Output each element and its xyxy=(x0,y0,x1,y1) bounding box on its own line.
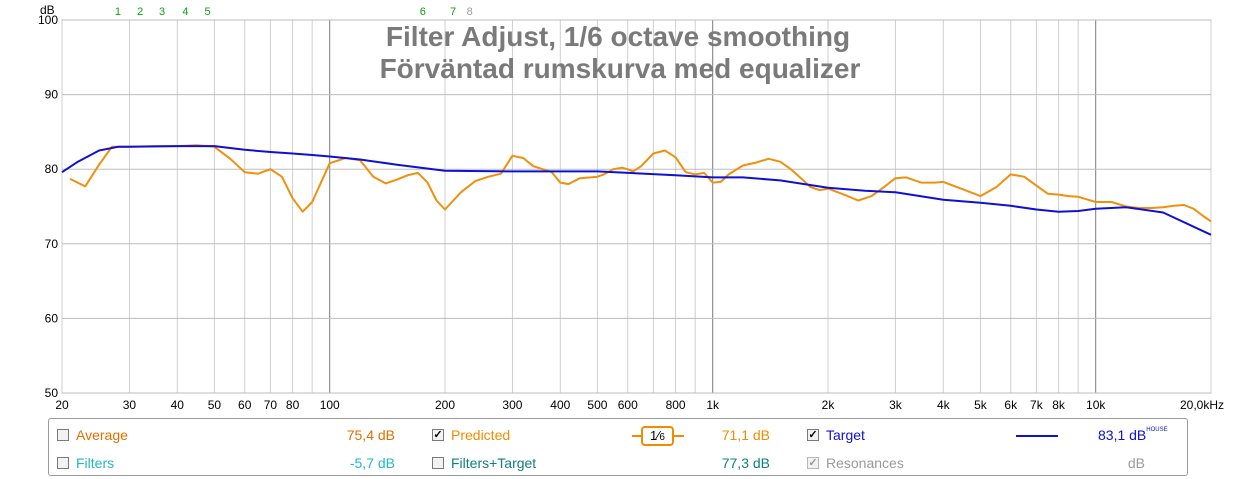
predicted-line-swatch-left xyxy=(632,435,642,437)
predicted-checkbox[interactable] xyxy=(432,429,444,441)
target-line-swatch xyxy=(1016,435,1058,437)
filter-marker-label: 2 xyxy=(137,6,143,18)
average-label[interactable]: Average xyxy=(76,427,128,443)
x-tick-label: 3k xyxy=(889,398,903,412)
filter-marker-label: 8 xyxy=(467,6,473,18)
x-tick-label: 50 xyxy=(208,398,222,412)
x-tick-label: 600 xyxy=(618,398,638,412)
x-tick-label: 300 xyxy=(502,398,522,412)
average-value: 75,4 dB xyxy=(346,427,395,443)
grid-lines xyxy=(61,19,1212,394)
y-axis-ticks: 100 90 80 70 60 50 xyxy=(38,13,58,400)
chart-subtitle: Förväntad rumskurva med equalizer xyxy=(380,53,861,84)
y-tick-label: 60 xyxy=(45,311,59,325)
predicted-label[interactable]: Predicted xyxy=(451,427,511,443)
resonances-label: Resonances xyxy=(826,455,904,471)
y-tick-label: 70 xyxy=(45,237,59,251)
x-tick-label: 60 xyxy=(238,398,252,412)
x-tick-label: 200 xyxy=(435,398,455,412)
resonances-checkbox xyxy=(807,457,819,469)
filter-marker-label: 6 xyxy=(420,6,426,18)
x-tick-label: 100 xyxy=(320,398,340,412)
x-tick-label: 500 xyxy=(587,398,607,412)
x-tick-label: 4k xyxy=(937,398,951,412)
series-line-predicted xyxy=(69,144,1212,223)
target-value-house: HOUSE xyxy=(1146,427,1168,433)
average-checkbox[interactable] xyxy=(57,429,69,441)
y-tick-label: 50 xyxy=(45,386,59,400)
x-tick-label: 5k xyxy=(974,398,988,412)
smoothing-denominator: 6 xyxy=(659,432,665,443)
filters-target-value: 77,3 dB xyxy=(721,455,770,471)
x-axis-ticks: 20 30 40 50 60 70 80 100 200 300 400 500 600 800 1k 2k 3… xyxy=(55,398,1224,412)
x-tick-label: 800 xyxy=(666,398,686,412)
x-tick-label: 20,0kHz xyxy=(1180,398,1224,412)
predicted-line-swatch-right xyxy=(674,435,684,437)
target-checkbox[interactable] xyxy=(807,429,819,441)
series-line-target xyxy=(61,145,1212,236)
x-tick-label: 6k xyxy=(1004,398,1018,412)
filter-marker-label: 7 xyxy=(450,6,456,18)
x-tick-label: 7k xyxy=(1030,398,1044,412)
x-tick-label: 80 xyxy=(286,398,300,412)
legend-panel: Average 75,4 dB Predicted 1⁄6 71,1 dB Ta… xyxy=(48,418,1188,476)
x-tick-label: 8k xyxy=(1052,398,1066,412)
target-value: 83,1 dBHOUSE xyxy=(1098,427,1168,443)
filter-marker-label: 5 xyxy=(205,6,211,18)
filters-label[interactable]: Filters xyxy=(76,455,115,471)
frequency-response-chart: 100 90 80 70 60 50 20 30 40 50 60 70 80 100 200 300 400… xyxy=(38,3,1224,412)
x-tick-label: 400 xyxy=(550,398,570,412)
smoothing-selector[interactable]: 1⁄6 xyxy=(641,426,674,446)
series-lines xyxy=(61,144,1212,236)
y-tick-label: 90 xyxy=(45,88,59,102)
target-label[interactable]: Target xyxy=(826,427,865,443)
smoothing-numerator: 1 xyxy=(650,428,658,443)
x-tick-label: 2k xyxy=(822,398,836,412)
x-tick-label: 10k xyxy=(1086,398,1106,412)
x-tick-label: 40 xyxy=(171,398,185,412)
resonances-value: dB xyxy=(1127,455,1145,471)
x-tick-label: 30 xyxy=(123,398,137,412)
filters-value: -5,7 dB xyxy=(349,455,395,471)
x-tick-label: 70 xyxy=(264,398,278,412)
filters-checkbox[interactable] xyxy=(57,457,69,469)
y-tick-label: 100 xyxy=(38,13,58,27)
x-tick-label: 1k xyxy=(706,398,720,412)
filter-marker-label: 3 xyxy=(159,6,165,18)
filters-target-label[interactable]: Filters+Target xyxy=(451,455,537,471)
chart-title: Filter Adjust, 1/6 octave smoothing xyxy=(386,21,850,52)
filter-marker-label: 4 xyxy=(182,6,188,18)
predicted-value: 71,1 dB xyxy=(721,427,770,443)
y-tick-label: 80 xyxy=(45,162,59,176)
filter-marker-label: 1 xyxy=(115,6,121,18)
x-tick-label: 20 xyxy=(55,398,69,412)
filters-target-checkbox[interactable] xyxy=(432,457,444,469)
y-unit-label: dB xyxy=(40,3,55,17)
